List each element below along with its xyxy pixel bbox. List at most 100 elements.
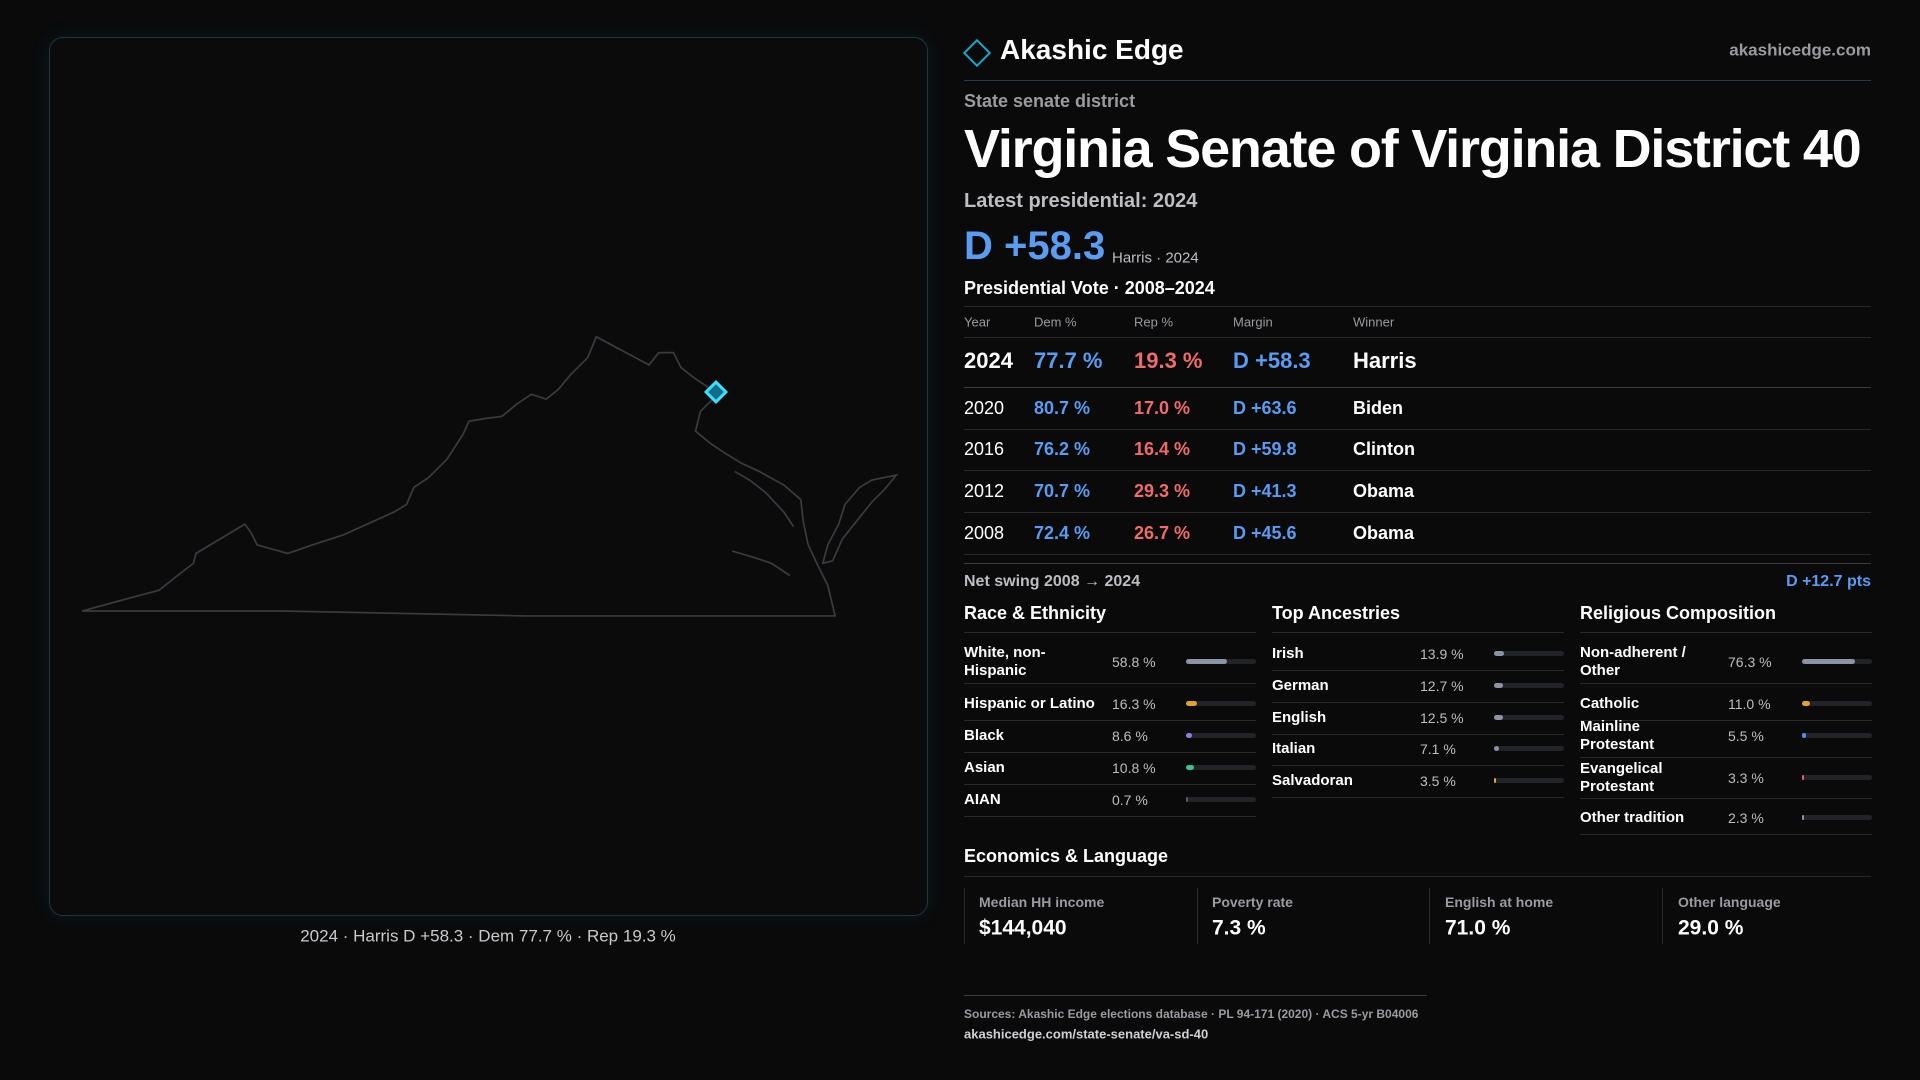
table-cell: 2024	[964, 348, 1013, 373]
table-cell: 17.0 %	[1134, 398, 1191, 418]
row-label: Other tradition	[1580, 809, 1685, 826]
divider	[964, 337, 1871, 338]
divider	[964, 995, 1427, 996]
sources-url: akashicedge.com/state-senate/va-sd-40	[964, 1026, 1209, 1042]
table-cell: D +45.6	[1233, 523, 1297, 543]
table-cell: 29.3 %	[1134, 481, 1191, 501]
column-header: Year	[964, 314, 991, 330]
swing-value: D +12.7 pts	[1786, 573, 1871, 590]
row-label: AIAN	[964, 791, 1001, 808]
row-value: 76.3 %	[1728, 654, 1772, 670]
divider	[1272, 765, 1564, 766]
divider	[964, 306, 1871, 307]
bar-track	[1494, 778, 1564, 783]
table-cell: 70.7 %	[1034, 481, 1091, 501]
row-value: 13.9 %	[1420, 646, 1464, 662]
divider	[1272, 670, 1564, 671]
row-label: English	[1272, 709, 1327, 726]
section-title: Economics & Language	[964, 846, 1169, 866]
divider	[964, 816, 1256, 817]
table-cell: 72.4 %	[1034, 523, 1091, 543]
table-cell: Harris	[1353, 348, 1417, 373]
table-cell: Clinton	[1353, 439, 1415, 459]
row-value: 12.7 %	[1420, 678, 1464, 694]
row-value: 7.1 %	[1420, 741, 1456, 757]
bar-track	[1802, 701, 1872, 706]
stat-label: Median HH income	[979, 894, 1105, 910]
row-label: Irish	[1272, 645, 1304, 662]
row-label: Salvadoran	[1272, 772, 1353, 789]
table-cell: 2012	[964, 481, 1005, 501]
column-header: Margin	[1233, 314, 1273, 330]
bar	[1494, 651, 1504, 656]
table-cell: 26.7 %	[1134, 523, 1191, 543]
stat-value: 29.0 %	[1678, 916, 1744, 940]
bar	[1802, 733, 1806, 738]
row-value: 11.0 %	[1728, 696, 1771, 712]
bar-track	[1494, 746, 1564, 751]
table-cell: 77.7 %	[1034, 348, 1103, 373]
row-value: 8.6 %	[1112, 728, 1148, 744]
table-title: Presidential Vote · 2008–2024	[964, 278, 1215, 298]
divider	[1580, 683, 1872, 684]
divider	[1272, 797, 1564, 798]
divider	[964, 752, 1256, 753]
column-header: Rep %	[1134, 314, 1174, 330]
latest-label: Latest presidential: 2024	[964, 190, 1198, 212]
bar	[1494, 778, 1497, 783]
bar	[1802, 775, 1805, 780]
bar	[1494, 683, 1503, 688]
bar-track	[1494, 715, 1564, 720]
row-value: 2.3 %	[1728, 810, 1764, 826]
divider	[964, 429, 1871, 430]
headline-margin: D +58.3	[964, 224, 1106, 268]
table-cell: 2020	[964, 398, 1005, 418]
swing-label: Net swing 2008 → 2024	[964, 573, 1141, 590]
logo-icon	[962, 38, 992, 68]
stat-box	[1197, 888, 1430, 944]
map-panel	[49, 37, 928, 916]
row-label: Mainline Protestant	[1580, 718, 1655, 753]
divider	[1580, 798, 1872, 799]
column-header: Dem %	[1034, 314, 1077, 330]
bar	[1186, 701, 1198, 706]
bar	[1186, 659, 1228, 664]
table-cell: 2008	[964, 523, 1005, 543]
kicker: State senate district	[964, 91, 1136, 111]
row-label: Italian	[1272, 740, 1316, 757]
row-label: Black	[964, 727, 1005, 744]
bar-track	[1494, 651, 1564, 656]
bar-track	[1186, 733, 1256, 738]
divider	[964, 784, 1256, 785]
divider	[964, 470, 1871, 471]
row-value: 16.3 %	[1112, 696, 1156, 712]
bar	[1186, 797, 1188, 802]
table-cell: 80.7 %	[1034, 398, 1091, 418]
row-value: 3.3 %	[1728, 770, 1764, 786]
table-cell: D +58.3	[1233, 348, 1311, 373]
bar-track	[1186, 797, 1256, 802]
row-value: 5.5 %	[1728, 728, 1764, 744]
sources-text: Sources: Akashic Edge elections database…	[964, 1007, 1419, 1021]
section-title: Top Ancestries	[1272, 603, 1401, 623]
stat-value: $144,040	[979, 916, 1067, 940]
bar	[1802, 659, 1856, 664]
stat-value: 71.0 %	[1445, 916, 1511, 940]
divider	[1272, 632, 1564, 633]
divider	[964, 563, 1871, 564]
bar	[1802, 815, 1804, 820]
row-label: Asian	[964, 759, 1005, 776]
stat-box	[964, 888, 1198, 944]
divider	[1580, 632, 1872, 633]
bar	[1186, 765, 1194, 770]
bar	[1494, 746, 1499, 751]
bar-track	[1802, 733, 1872, 738]
row-value: 12.5 %	[1420, 710, 1464, 726]
divider	[964, 512, 1871, 513]
column-header: Winner	[1353, 314, 1395, 330]
section-title: Race & Ethnicity	[964, 603, 1107, 623]
stat-label: Other language	[1678, 894, 1781, 910]
brand-name: Akashic Edge	[1000, 34, 1184, 65]
divider	[964, 554, 1871, 555]
